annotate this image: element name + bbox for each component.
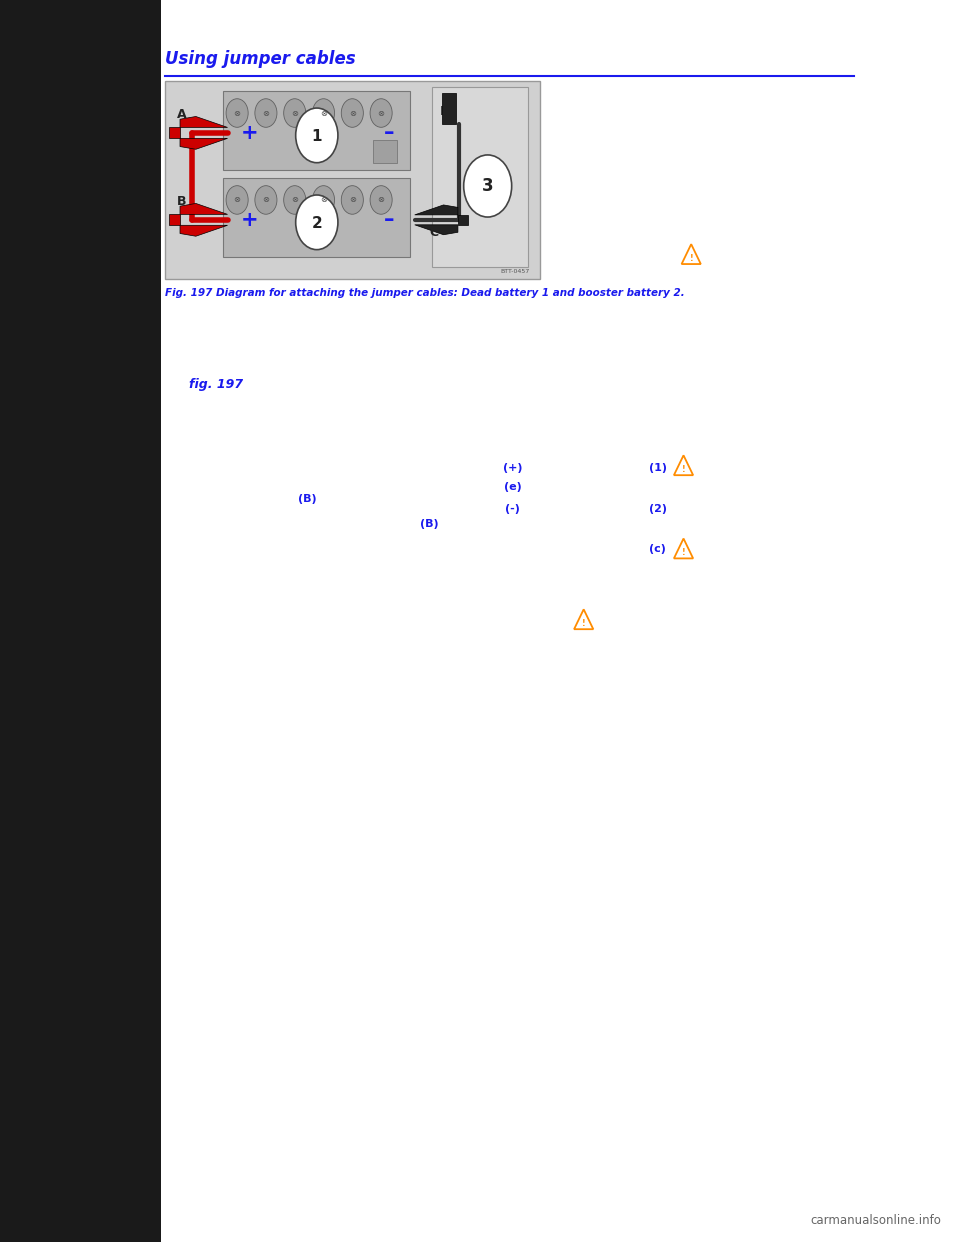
Text: ⊗: ⊗ bbox=[262, 195, 270, 205]
Text: !: ! bbox=[682, 548, 685, 556]
Text: ⊗: ⊗ bbox=[291, 195, 299, 205]
Text: –: – bbox=[384, 123, 394, 143]
Text: ⊗: ⊗ bbox=[233, 108, 241, 118]
Bar bbox=[169, 128, 180, 138]
Text: (c): (c) bbox=[649, 544, 666, 554]
Polygon shape bbox=[180, 117, 228, 128]
Circle shape bbox=[342, 186, 363, 214]
Polygon shape bbox=[415, 205, 458, 215]
Text: !: ! bbox=[582, 619, 586, 627]
Text: carmanualsonline.info: carmanualsonline.info bbox=[810, 1215, 941, 1227]
Text: ⊗: ⊗ bbox=[320, 108, 327, 118]
Text: (B): (B) bbox=[298, 494, 317, 504]
Text: ⊗: ⊗ bbox=[377, 195, 385, 205]
FancyBboxPatch shape bbox=[165, 81, 540, 279]
Text: ⊗: ⊗ bbox=[233, 195, 241, 205]
Circle shape bbox=[342, 99, 363, 127]
Circle shape bbox=[255, 99, 277, 127]
Text: (e): (e) bbox=[504, 482, 521, 492]
Circle shape bbox=[370, 99, 393, 127]
FancyBboxPatch shape bbox=[223, 178, 410, 257]
Circle shape bbox=[370, 186, 393, 214]
Bar bbox=[169, 215, 180, 225]
Text: ⊗: ⊗ bbox=[262, 108, 270, 118]
Circle shape bbox=[296, 108, 338, 163]
Text: C: C bbox=[429, 226, 439, 238]
Text: ⊗: ⊗ bbox=[377, 108, 385, 118]
Text: (-): (-) bbox=[505, 504, 520, 514]
Text: 3: 3 bbox=[482, 178, 493, 195]
Circle shape bbox=[312, 186, 334, 214]
Polygon shape bbox=[180, 225, 228, 236]
Polygon shape bbox=[415, 225, 458, 235]
Text: Using jumper cables: Using jumper cables bbox=[165, 51, 356, 68]
Circle shape bbox=[464, 155, 512, 217]
Bar bbox=[458, 215, 468, 225]
Text: (+): (+) bbox=[503, 463, 522, 473]
Circle shape bbox=[283, 99, 305, 127]
FancyBboxPatch shape bbox=[432, 87, 528, 267]
Circle shape bbox=[283, 186, 305, 214]
Text: ⊗: ⊗ bbox=[348, 195, 356, 205]
Text: Fig. 197 Diagram for attaching the jumper cables: Dead battery 1 and booster bat: Fig. 197 Diagram for attaching the jumpe… bbox=[165, 288, 684, 298]
Circle shape bbox=[227, 99, 248, 127]
Text: –: – bbox=[384, 210, 394, 230]
FancyBboxPatch shape bbox=[223, 91, 410, 170]
Text: 1: 1 bbox=[312, 129, 322, 144]
Polygon shape bbox=[180, 138, 228, 149]
Text: fig. 197: fig. 197 bbox=[189, 378, 243, 390]
Circle shape bbox=[227, 186, 248, 214]
Text: (B): (B) bbox=[420, 519, 439, 529]
Text: !: ! bbox=[682, 465, 685, 473]
Text: B: B bbox=[177, 195, 186, 207]
Bar bbox=[373, 140, 397, 163]
Bar bbox=[0, 0, 161, 1242]
Polygon shape bbox=[180, 204, 228, 215]
Text: (2): (2) bbox=[649, 504, 666, 514]
Text: D: D bbox=[440, 106, 450, 118]
Circle shape bbox=[312, 99, 334, 127]
Text: ⊗: ⊗ bbox=[291, 108, 299, 118]
Text: (1): (1) bbox=[649, 463, 666, 473]
Circle shape bbox=[255, 186, 277, 214]
Text: +: + bbox=[241, 123, 258, 143]
Text: A: A bbox=[177, 108, 186, 120]
Text: 2: 2 bbox=[311, 216, 323, 231]
Polygon shape bbox=[442, 93, 456, 124]
Text: BTT-0457: BTT-0457 bbox=[501, 270, 530, 274]
Text: ⊗: ⊗ bbox=[348, 108, 356, 118]
Text: ⊗: ⊗ bbox=[320, 195, 327, 205]
Text: !: ! bbox=[689, 253, 693, 262]
Circle shape bbox=[296, 195, 338, 250]
Text: +: + bbox=[241, 210, 258, 230]
